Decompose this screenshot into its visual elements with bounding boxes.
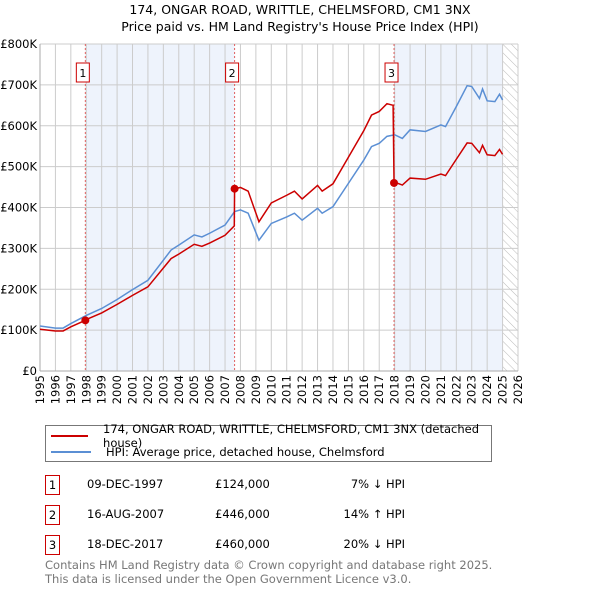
y-tick-label: £100K <box>0 323 37 337</box>
x-tick-label: 1999 <box>95 375 109 404</box>
sale-point <box>390 178 399 187</box>
x-tick-label: 2015 <box>341 375 355 404</box>
sale-marker-box <box>75 62 90 83</box>
x-tick-label: 2021 <box>434 375 448 404</box>
sale-number: 2 <box>45 505 60 525</box>
x-tick-label: 2013 <box>311 375 325 404</box>
chart-subtitle: Price paid vs. HM Land Registry's House … <box>121 19 479 34</box>
sale-marker-label: 2 <box>229 67 236 80</box>
legend: 174, ONGAR ROAD, WRITTLE, CHELMSFORD, CM… <box>45 422 492 462</box>
sale-point <box>81 316 90 325</box>
sale-point <box>230 184 239 193</box>
legend-item-property: 174, ONGAR ROAD, WRITTLE, CHELMSFORD, CM… <box>46 422 491 450</box>
chart-title: 174, ONGAR ROAD, WRITTLE, CHELMSFORD, CM… <box>129 2 471 17</box>
x-tick-label: 2019 <box>403 375 417 404</box>
x-tick-label: 2025 <box>496 375 510 404</box>
x-tick-label: 2020 <box>418 375 432 404</box>
sale-number: 1 <box>45 475 60 495</box>
y-tick-label: £400K <box>0 201 37 215</box>
x-tick-label: 2026 <box>511 375 525 404</box>
y-tick-label: £200K <box>0 282 37 296</box>
hpi-line <box>39 84 504 329</box>
x-tick-label: 1995 <box>33 375 47 404</box>
sale-marker-box <box>225 62 240 83</box>
x-tick-label: 2023 <box>465 375 479 404</box>
x-tick-label: 2011 <box>280 375 294 404</box>
x-tick-label: 2002 <box>141 375 155 404</box>
legend-label: 174, ONGAR ROAD, WRITTLE, CHELMSFORD, CM… <box>103 422 480 450</box>
sale-row: 1 09-DEC-1997 £124,000 7% ↓ HPI <box>45 475 405 495</box>
x-tick-label: 2009 <box>249 375 263 404</box>
legend-item-hpi: HPI: Average price, detached house, Chel… <box>46 444 385 460</box>
y-tick-label: £300K <box>0 241 37 255</box>
property-price-line <box>39 102 504 332</box>
x-tick-label: 2006 <box>203 375 217 404</box>
y-tick-label: £600K <box>0 119 37 133</box>
y-tick-label: £500K <box>0 160 37 174</box>
x-tick-label: 2010 <box>264 375 278 404</box>
x-tick-label: 2004 <box>172 375 186 404</box>
x-tick-label: 2012 <box>295 375 309 404</box>
x-tick-label: 2003 <box>156 375 170 404</box>
sale-hpi: 14% ↑ HPI <box>343 507 405 521</box>
sale-price: £124,000 <box>215 477 270 491</box>
sale-date: 09-DEC-1997 <box>87 477 164 491</box>
footer-copyright: Contains HM Land Registry data © Crown c… <box>45 558 493 572</box>
x-tick-label: 2024 <box>480 375 494 404</box>
x-tick-label: 2016 <box>357 375 371 404</box>
sale-marker-label: 3 <box>388 67 395 80</box>
x-tick-label: 1996 <box>48 375 62 404</box>
x-tick-label: 2014 <box>326 375 340 404</box>
legend-swatch-blue <box>51 451 91 453</box>
sale-row: 3 18-DEC-2017 £460,000 20% ↓ HPI <box>45 535 405 555</box>
x-tick-label: 2001 <box>126 375 140 404</box>
y-tick-label: £800K <box>0 37 37 51</box>
footer-licence: This data is licensed under the Open Gov… <box>45 572 412 586</box>
x-tick-label: 2018 <box>388 375 402 404</box>
sale-marker-label: 1 <box>79 67 86 80</box>
sale-marker-box <box>384 62 399 83</box>
price-chart: 1995 1996 1997 1998 1999 2000 2001 2002 2003 2004… <box>0 37 525 404</box>
sale-date: 16-AUG-2007 <box>87 507 165 521</box>
sale-hpi: 7% ↓ HPI <box>350 477 405 491</box>
x-tick-label: 1998 <box>79 375 93 404</box>
x-tick-label: 2007 <box>218 375 232 404</box>
legend-label: HPI: Average price, detached house, Chel… <box>106 445 385 459</box>
x-tick-label: 2017 <box>372 375 386 404</box>
sale-date: 18-DEC-2017 <box>87 537 164 551</box>
sale-price: £446,000 <box>215 507 270 521</box>
sale-price: £460,000 <box>215 537 270 551</box>
y-tick-label: £0 <box>22 364 37 378</box>
x-tick-label: 2005 <box>187 375 201 404</box>
y-tick-label: £700K <box>0 78 37 92</box>
x-tick-label: 1997 <box>64 375 78 404</box>
x-tick-label: 2008 <box>233 375 247 404</box>
sale-row: 2 16-AUG-2007 £446,000 14% ↑ HPI <box>45 505 405 525</box>
sale-hpi: 20% ↓ HPI <box>343 537 405 551</box>
x-tick-label: 2022 <box>449 375 463 404</box>
legend-swatch-red <box>51 435 89 437</box>
sale-number: 3 <box>45 535 60 555</box>
x-tick-label: 2000 <box>110 375 124 404</box>
